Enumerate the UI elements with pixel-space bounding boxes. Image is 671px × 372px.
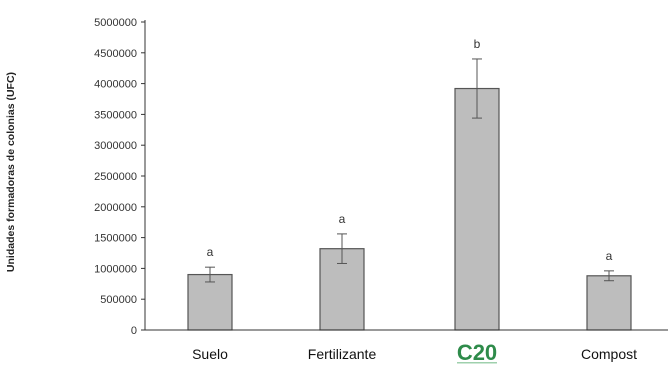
c20-logo-text: C20	[457, 340, 497, 365]
y-tick-label: 5000000	[94, 17, 137, 29]
y-tick-label: 2500000	[94, 171, 137, 183]
significance-letter: b	[474, 37, 481, 51]
y-tick-label: 3500000	[94, 109, 137, 121]
y-tick-label: 3000000	[94, 140, 137, 152]
x-category-label: Suelo	[192, 346, 228, 362]
logo-tagline-mark	[457, 362, 497, 364]
bars-layer	[187, 58, 632, 331]
y-tick-label: 0	[131, 325, 137, 337]
labels-layer: 0 500000 1000000 1500000 2000000 2500000 30000…	[94, 17, 637, 365]
bar	[187, 273, 233, 331]
y-tick-label: 500000	[100, 294, 137, 306]
significance-letter: a	[207, 245, 214, 259]
y-tick-label: 4500000	[94, 48, 137, 60]
y-tick-label: 4000000	[94, 79, 137, 91]
x-category-label: Fertilizante	[308, 346, 377, 362]
significance-letter: a	[339, 212, 346, 226]
y-axis-title: Unidades formadoras de colonias (UFC)	[5, 72, 17, 272]
y-tick-label: 1000000	[94, 263, 137, 275]
axes-layer	[141, 20, 668, 331]
significance-letter: a	[606, 249, 613, 263]
bar	[454, 87, 500, 331]
y-tick-label: 2000000	[94, 202, 137, 214]
x-category-label: Compost	[581, 346, 637, 362]
y-tick-label: 1500000	[94, 233, 137, 245]
c20-logo: C20	[457, 340, 497, 365]
bar	[586, 275, 632, 331]
